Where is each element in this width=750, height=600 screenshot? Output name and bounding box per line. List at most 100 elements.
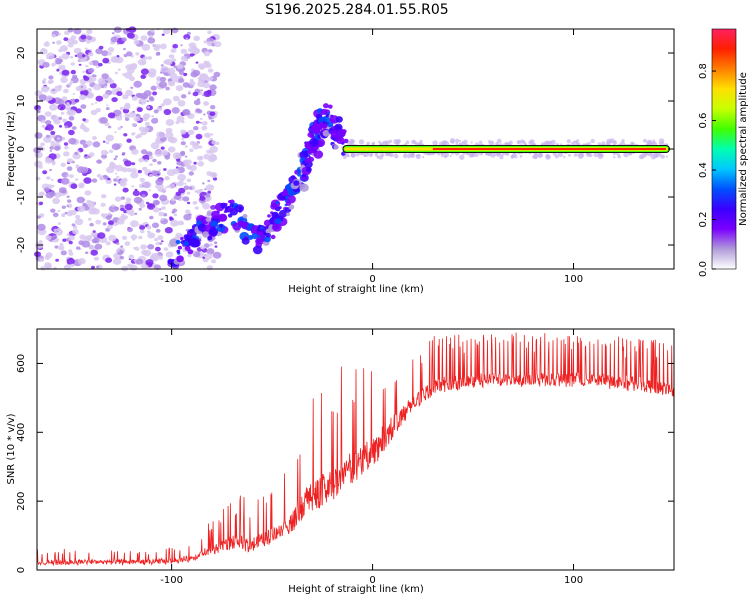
- trace-blob: [187, 249, 194, 255]
- noise-speck: [177, 100, 186, 107]
- noise-speck: [67, 199, 72, 203]
- line-halo: [449, 138, 456, 144]
- noise-speck: [192, 69, 201, 77]
- noise-speck: [210, 133, 214, 136]
- noise-speck: [149, 215, 154, 220]
- noise-speck: [86, 88, 92, 93]
- noise-speck: [184, 145, 188, 148]
- colorbar-frame: [711, 28, 737, 270]
- trace-blob: [310, 149, 316, 154]
- noise-speck: [176, 64, 184, 70]
- noise-speck: [165, 251, 174, 258]
- noise-speck: [68, 116, 75, 121]
- noise-speck: [153, 46, 160, 51]
- noise-speck: [181, 120, 185, 124]
- trace-blob: [306, 167, 312, 173]
- noise-speck: [165, 119, 175, 126]
- noise-speck: [209, 145, 218, 153]
- noise-speck: [138, 207, 142, 211]
- noise-speck: [52, 162, 56, 166]
- noise-speck: [113, 183, 117, 186]
- trace-blob: [322, 130, 331, 137]
- line-halo: [590, 138, 595, 144]
- noise-speck: [152, 158, 157, 163]
- line-halo: [617, 153, 621, 157]
- noise-speck: [123, 104, 131, 110]
- noise-speck: [66, 174, 70, 177]
- noise-speck: [77, 205, 86, 213]
- noise-speck: [166, 169, 176, 177]
- noise-speck: [194, 190, 198, 193]
- noise-speck: [87, 67, 95, 74]
- line-halo: [455, 142, 458, 145]
- noise-speck: [158, 81, 168, 89]
- noise-speck: [150, 29, 155, 33]
- trace-blob: [176, 249, 181, 254]
- y-tick-label: 600: [16, 354, 27, 373]
- noise-speck: [203, 243, 210, 248]
- noise-speck: [172, 43, 179, 49]
- line-halo: [609, 139, 613, 143]
- noise-speck: [119, 255, 125, 260]
- noise-speck: [136, 133, 143, 138]
- noise-speck: [43, 187, 50, 192]
- noise-speck: [86, 200, 96, 208]
- noise-speck: [199, 196, 206, 201]
- noise-speck: [64, 125, 69, 129]
- noise-speck: [109, 149, 114, 153]
- noise-speck: [200, 245, 206, 250]
- noise-speck: [100, 213, 106, 217]
- snr-plot-area: [36, 332, 675, 566]
- noise-speck: [59, 125, 63, 128]
- noise-speck: [111, 143, 121, 151]
- noise-speck: [114, 196, 122, 202]
- noise-speck: [149, 163, 153, 167]
- noise-speck: [108, 234, 117, 242]
- noise-speck: [155, 81, 159, 84]
- line-halo: [532, 155, 535, 159]
- noise-speck: [83, 76, 90, 81]
- noise-speck: [106, 224, 113, 230]
- noise-speck: [63, 142, 69, 146]
- noise-speck: [189, 148, 194, 153]
- noise-speck: [211, 119, 215, 123]
- line-halo: [665, 155, 669, 158]
- noise-speck: [131, 185, 135, 188]
- noise-speck: [66, 205, 69, 208]
- noise-speck: [80, 34, 87, 40]
- noise-speck: [56, 40, 62, 45]
- noise-speck: [102, 93, 109, 99]
- noise-speck: [185, 37, 188, 40]
- noise-speck: [79, 139, 87, 145]
- trace-blob: [304, 157, 311, 163]
- noise-speck: [155, 246, 161, 252]
- noise-speck: [147, 56, 153, 60]
- line-halo: [566, 139, 571, 144]
- noise-speck: [142, 154, 150, 161]
- noise-speck: [105, 178, 112, 184]
- noise-speck: [140, 74, 146, 80]
- noise-speck: [63, 151, 70, 157]
- noise-speck: [90, 109, 98, 116]
- noise-speck: [204, 132, 211, 138]
- noise-speck: [200, 89, 203, 92]
- line-halo: [449, 154, 452, 157]
- noise-speck: [42, 61, 50, 68]
- noise-speck: [45, 235, 52, 241]
- noise-speck: [177, 98, 181, 101]
- trace-blob: [188, 233, 192, 236]
- noise-speck: [78, 63, 82, 66]
- noise-speck: [151, 115, 155, 118]
- noise-speck: [121, 152, 126, 155]
- noise-speck: [76, 52, 85, 59]
- line-halo: [660, 154, 665, 159]
- noise-speck: [61, 205, 66, 209]
- noise-speck: [149, 254, 157, 261]
- noise-speck: [39, 257, 45, 262]
- noise-speck: [207, 179, 211, 183]
- noise-speck: [161, 33, 165, 36]
- noise-speck: [89, 49, 93, 52]
- colorbar: 0.0 0.2 0.4 0.6 0.8 Normalized spectral ampl…: [698, 28, 749, 277]
- noise-speck: [95, 219, 102, 225]
- noise-speck: [134, 212, 138, 215]
